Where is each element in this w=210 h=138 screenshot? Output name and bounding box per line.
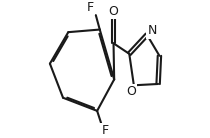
Text: N: N bbox=[148, 24, 157, 37]
Text: O: O bbox=[126, 85, 136, 98]
Text: F: F bbox=[87, 1, 94, 14]
Text: O: O bbox=[109, 5, 118, 18]
Text: F: F bbox=[101, 124, 109, 137]
